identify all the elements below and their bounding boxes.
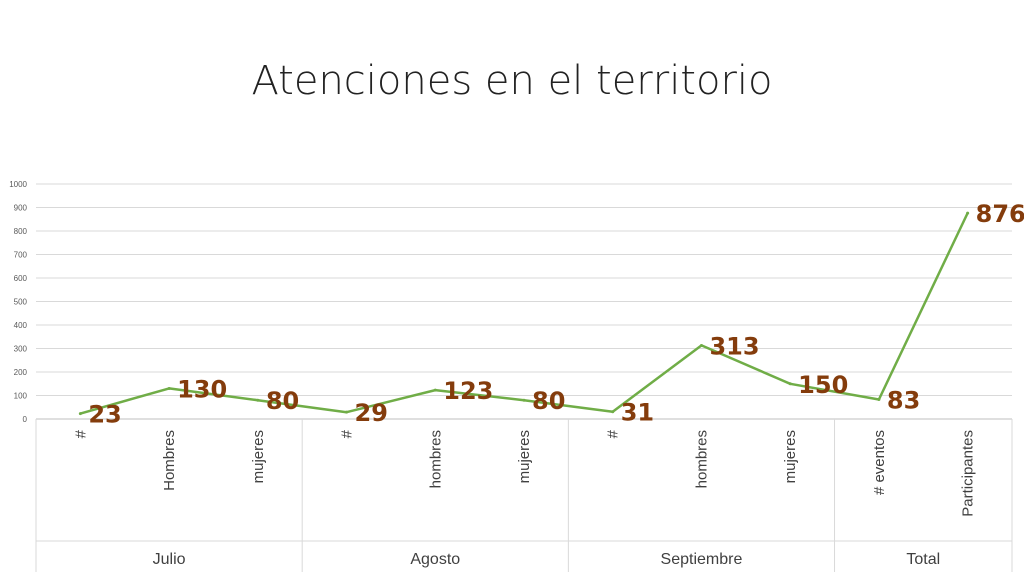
data-label: 130 (177, 375, 227, 403)
data-point (788, 382, 792, 386)
x-tick-label: mujeres (250, 430, 267, 483)
data-point (966, 211, 970, 215)
x-tick-label: Hombres (161, 430, 178, 491)
data-label: 23 (88, 401, 121, 429)
group-label: Julio (153, 551, 186, 568)
data-point (345, 410, 349, 414)
x-tick-label: hombres (427, 430, 444, 488)
data-point (167, 386, 171, 390)
data-label: 83 (887, 386, 920, 414)
x-tick-label: # eventos (871, 430, 888, 495)
group-label: Agosto (410, 551, 460, 568)
data-label: 876 (976, 200, 1024, 228)
x-tick-label: # (72, 429, 89, 438)
data-label: 31 (621, 399, 654, 427)
x-tick-label: hombres (693, 430, 710, 488)
y-tick-label: 800 (14, 227, 28, 236)
x-tick-label: mujeres (782, 430, 799, 483)
y-tick-label: 100 (14, 392, 28, 401)
data-point (699, 343, 703, 347)
page-title: Atenciones en el territorio (251, 58, 773, 104)
data-point (433, 388, 437, 392)
y-tick-label: 200 (14, 368, 28, 377)
data-label: 313 (709, 332, 759, 360)
data-point (522, 398, 526, 402)
y-tick-label: 500 (14, 298, 28, 307)
y-tick-label: 600 (14, 274, 28, 283)
data-label: 80 (266, 387, 299, 415)
y-tick-label: 400 (14, 321, 28, 330)
y-tick-label: 1000 (9, 180, 27, 189)
data-point (877, 397, 881, 401)
y-tick-label: 0 (23, 415, 28, 424)
x-tick-label: # (605, 429, 622, 438)
group-label: Total (906, 551, 940, 568)
data-point (256, 398, 260, 402)
x-tick-label: Participantes (960, 430, 977, 517)
data-point (611, 410, 615, 414)
group-label: Septiembre (661, 551, 743, 568)
data-label: 80 (532, 387, 565, 415)
x-tick-label: # (339, 429, 356, 438)
x-tick-label: mujeres (516, 430, 533, 483)
data-label: 29 (355, 399, 388, 427)
y-tick-label: 300 (14, 345, 28, 354)
data-label: 123 (443, 377, 493, 405)
data-label: 150 (798, 371, 848, 399)
y-tick-label: 900 (14, 204, 28, 213)
data-point (78, 412, 82, 416)
y-tick-label: 700 (14, 251, 28, 260)
